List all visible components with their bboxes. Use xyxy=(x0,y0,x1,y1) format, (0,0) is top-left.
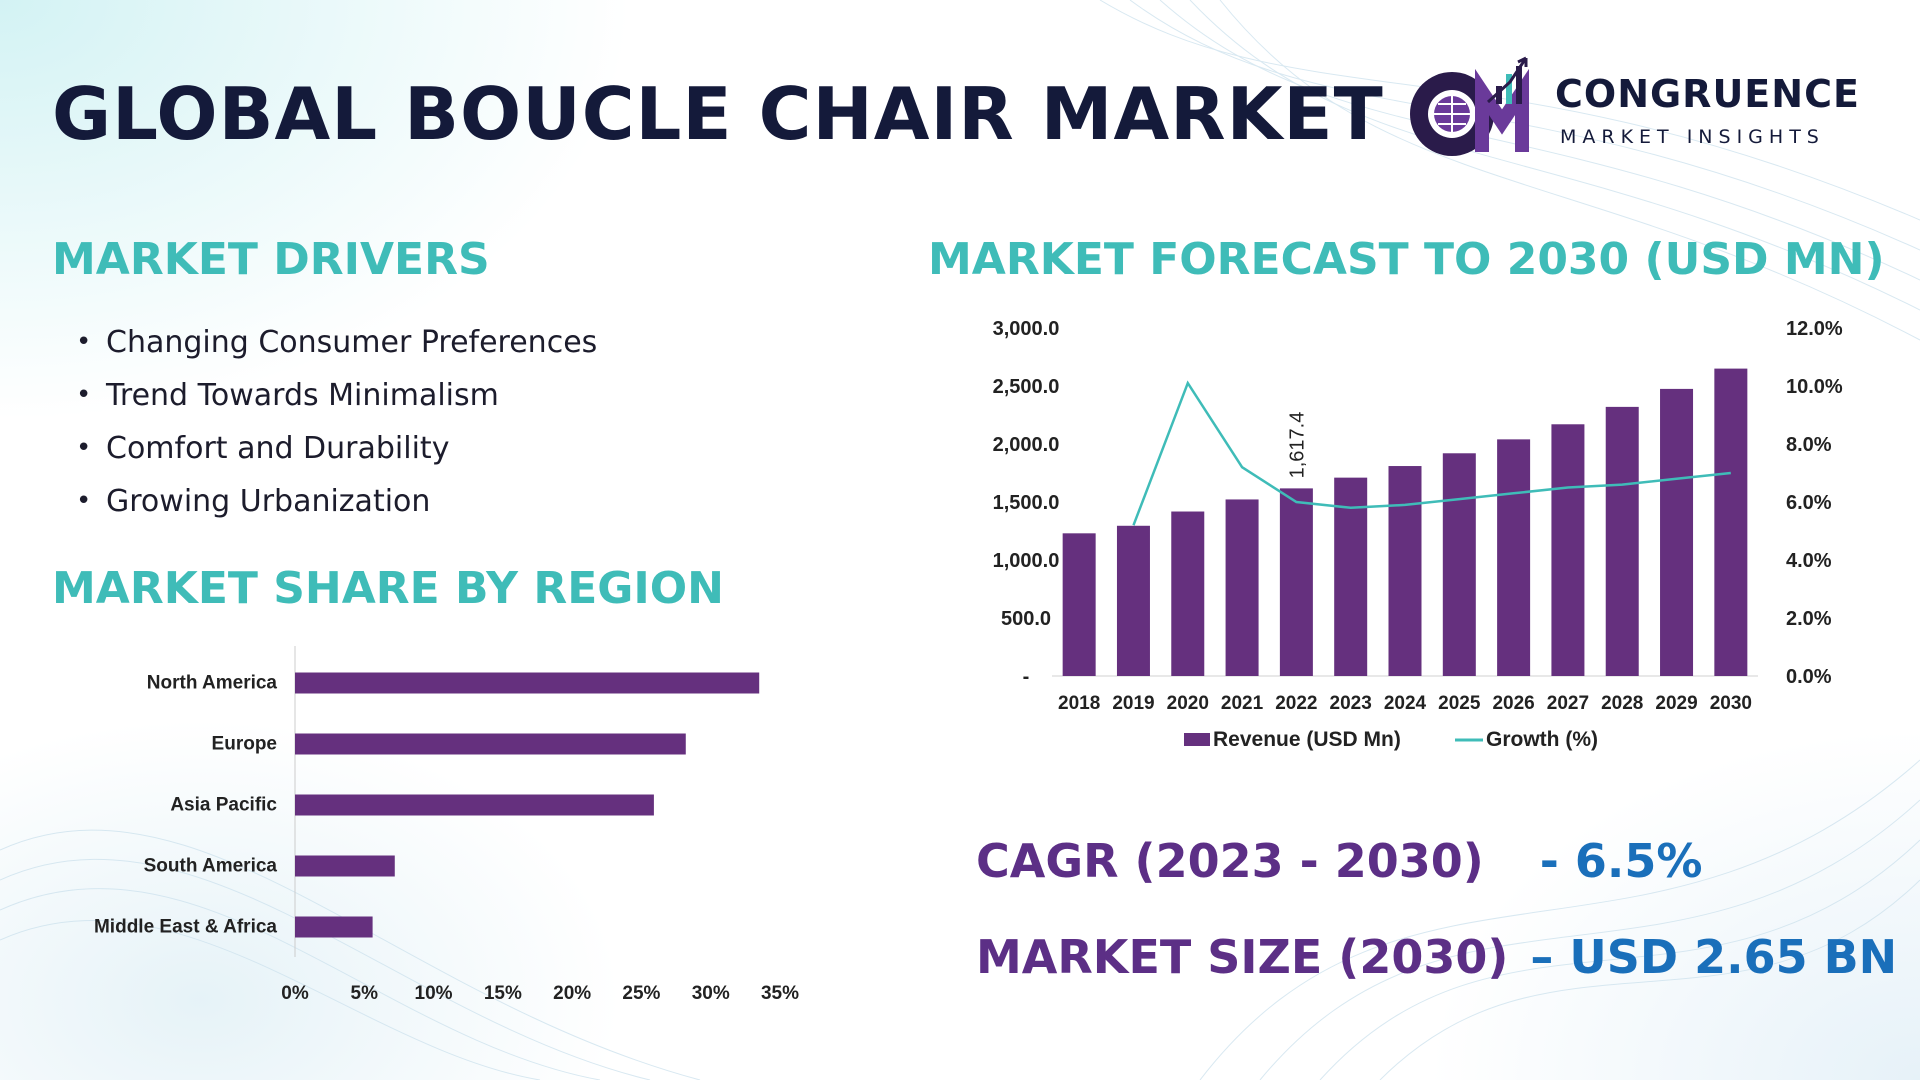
x-tick-label: 2021 xyxy=(1221,693,1264,714)
x-tick-label: 20% xyxy=(553,983,591,1000)
page-title: GLOBAL BOUCLE CHAIR MARKET xyxy=(52,72,1384,156)
region-share-chart: North America Europe Asia Pacific South Ame… xyxy=(94,646,799,1000)
x-tick-label: 25% xyxy=(622,983,660,1000)
x-tick-label: 0% xyxy=(281,983,309,1000)
category-label: South America xyxy=(144,856,278,877)
revenue-bar xyxy=(1388,466,1422,676)
y-tick-label: 2,000.0 xyxy=(993,434,1060,456)
revenue-bar xyxy=(1442,453,1476,676)
x-tick-label: 2029 xyxy=(1655,693,1697,714)
y-tick-label: 1,000.0 xyxy=(993,550,1060,572)
x-tick-label: 5% xyxy=(351,983,379,1000)
drivers-list: Changing Consumer Preferences Trend Towa… xyxy=(74,316,597,528)
logo-subtitle: MARKET INSIGHTS xyxy=(1560,126,1825,148)
region-bar xyxy=(295,916,373,938)
region-bar xyxy=(295,733,686,755)
y2-tick-label: 0.0% xyxy=(1786,666,1832,688)
category-label: Middle East & Africa xyxy=(94,917,277,938)
y2-tick-label: 10.0% xyxy=(1786,376,1843,398)
drivers-heading: MARKET DRIVERS xyxy=(52,234,490,285)
x-tick-label: 2018 xyxy=(1058,693,1100,714)
market-size-label: MARKET SIZE (2030) xyxy=(976,930,1509,984)
x-tick-label: 2019 xyxy=(1112,693,1154,714)
x-tick-label: 2026 xyxy=(1492,693,1534,714)
x-tick-label: 10% xyxy=(415,983,453,1000)
cagr-value: - 6.5% xyxy=(1539,834,1703,888)
region-bar xyxy=(295,672,760,694)
x-tick-label: 2022 xyxy=(1275,693,1317,714)
revenue-bar xyxy=(1279,488,1313,676)
revenue-bar xyxy=(1116,525,1150,676)
revenue-bar xyxy=(1714,368,1748,676)
x-tick-label: 15% xyxy=(484,983,522,1000)
data-label: 1,617.4 xyxy=(1286,412,1308,479)
driver-item: Trend Towards Minimalism xyxy=(74,369,597,422)
revenue-bar xyxy=(1497,439,1531,676)
x-tick-label: 35% xyxy=(761,983,799,1000)
revenue-bar xyxy=(1334,477,1368,676)
x-tick-label: 2028 xyxy=(1601,693,1643,714)
y-tick-label: 2,500.0 xyxy=(993,376,1060,398)
y-tick-label: - xyxy=(1023,666,1030,688)
y2-tick-label: 2.0% xyxy=(1786,608,1832,630)
y2-tick-label: 6.0% xyxy=(1786,492,1832,514)
revenue-bar xyxy=(1660,388,1694,676)
forecast-heading: MARKET FORECAST TO 2030 (USD MN) xyxy=(928,234,1885,285)
x-tick-label: 2030 xyxy=(1710,693,1752,714)
y-tick-label: 1,500.0 xyxy=(993,492,1060,514)
brand-logo: CONGRUENCE MARKET INSIGHTS xyxy=(1400,52,1870,162)
x-tick-label: 2023 xyxy=(1330,693,1372,714)
market-size-value: – USD 2.65 BN xyxy=(1530,930,1898,984)
x-tick-label: 2025 xyxy=(1438,693,1481,714)
cagr-label: CAGR (2023 - 2030) xyxy=(976,834,1484,888)
x-tick-label: 2024 xyxy=(1384,693,1427,714)
revenue-bar xyxy=(1171,511,1205,676)
x-tick-label: 2020 xyxy=(1167,693,1209,714)
legend-label-growth: Growth (%) xyxy=(1486,728,1598,751)
forecast-chart: - 500.0 1,000.0 1,500.0 2,000.0 2,500.0 3,000.… xyxy=(993,318,1843,751)
y-tick-label: 3,000.0 xyxy=(993,318,1060,340)
revenue-bar xyxy=(1605,406,1639,676)
revenue-bar xyxy=(1551,424,1585,676)
legend-label-revenue: Revenue (USD Mn) xyxy=(1213,728,1401,751)
driver-item: Changing Consumer Preferences xyxy=(74,316,597,369)
y2-tick-label: 12.0% xyxy=(1786,318,1843,340)
revenue-bar xyxy=(1225,499,1259,676)
market-size-kpi: MARKET SIZE (2030) – USD 2.65 BN xyxy=(976,930,1897,984)
category-label: Europe xyxy=(212,734,277,755)
growth-line xyxy=(1132,380,1731,526)
cagr-kpi: CAGR (2023 - 2030) - 6.5% xyxy=(976,834,1702,888)
region-bar xyxy=(295,855,395,877)
logo-name: CONGRUENCE xyxy=(1555,72,1860,116)
driver-item: Comfort and Durability xyxy=(74,422,597,475)
category-label: North America xyxy=(147,673,278,694)
x-tick-label: 30% xyxy=(692,983,730,1000)
y2-tick-label: 8.0% xyxy=(1786,434,1832,456)
y-tick-label: 500.0 xyxy=(1001,608,1051,630)
legend-swatch-revenue xyxy=(1184,733,1210,746)
category-label: Asia Pacific xyxy=(170,795,277,816)
driver-item: Growing Urbanization xyxy=(74,475,597,528)
revenue-bar xyxy=(1062,533,1096,676)
region-bar xyxy=(295,794,654,816)
y2-tick-label: 4.0% xyxy=(1786,550,1832,572)
logo-mark-icon xyxy=(1410,56,1529,156)
region-heading: MARKET SHARE BY REGION xyxy=(52,563,724,614)
x-tick-label: 2027 xyxy=(1547,693,1589,714)
